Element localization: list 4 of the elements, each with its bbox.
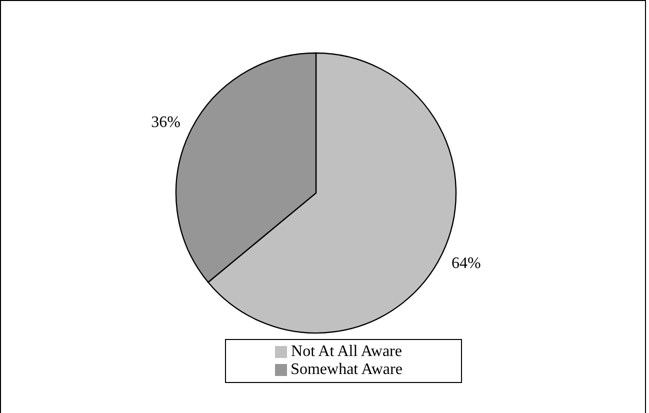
legend-label: Somewhat Aware xyxy=(290,361,402,378)
data-label: 36% xyxy=(151,114,180,131)
legend-label: Not At All Aware xyxy=(291,343,402,360)
data-label: 64% xyxy=(452,255,481,272)
